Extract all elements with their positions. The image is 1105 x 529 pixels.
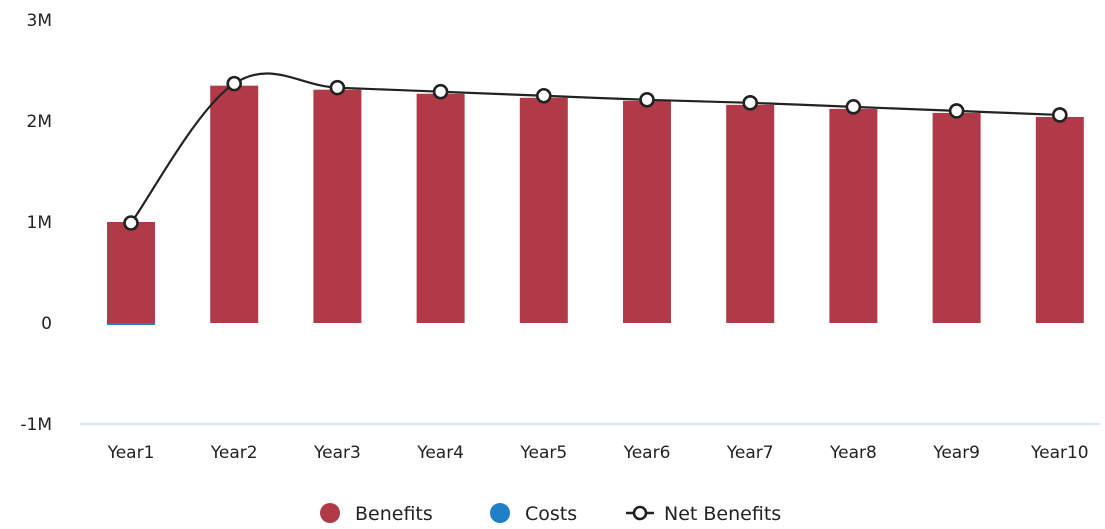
net-benefits-line xyxy=(123,72,1068,231)
benefits-bar xyxy=(210,85,259,324)
net-benefits-point xyxy=(1052,107,1068,123)
legend-swatch-icon xyxy=(320,503,340,523)
legend-item: Benefits xyxy=(320,503,433,525)
legend-label: Costs xyxy=(525,503,577,525)
x-tick-label: Year1 xyxy=(107,443,155,463)
legend-label: Benefits xyxy=(355,503,433,525)
net-benefits-point xyxy=(329,79,346,96)
net-benefits-point xyxy=(123,215,139,231)
benefits-bar xyxy=(932,112,981,323)
benefits-bar xyxy=(829,108,878,323)
y-tick-label: 1M xyxy=(27,213,52,233)
net-benefits-point xyxy=(535,87,552,104)
x-tick-label: Year2 xyxy=(210,443,258,463)
benefits-bar xyxy=(313,89,362,323)
net-benefits-path xyxy=(130,72,1060,224)
legend-marker-icon xyxy=(632,505,648,521)
x-tick-label: Year6 xyxy=(623,443,671,463)
legend-swatch-icon xyxy=(490,503,510,523)
y-tick-label: 2M xyxy=(27,112,52,132)
x-axis: Year1 Year2 Year3 Year4 Year5 Year6 Year7 Year8… xyxy=(107,443,1089,463)
x-tick-label: Year7 xyxy=(726,443,774,463)
legend-item: Costs xyxy=(490,503,577,525)
x-tick-label: Year9 xyxy=(932,443,980,463)
benefits-bar xyxy=(107,222,155,323)
benefits-bar xyxy=(726,104,775,323)
benefits-bar xyxy=(1035,116,1084,324)
x-tick-label: Year5 xyxy=(519,443,567,463)
x-tick-label: Year8 xyxy=(829,443,877,463)
net-benefits-point xyxy=(948,103,965,119)
benefits-bar xyxy=(416,93,465,323)
x-tick-label: Year10 xyxy=(1030,443,1089,463)
legend-item: Net Benefits xyxy=(626,503,781,525)
legend-label: Net Benefits xyxy=(664,503,781,525)
costs-bar xyxy=(107,323,155,325)
bars xyxy=(107,85,1084,325)
benefits-bar xyxy=(519,97,568,324)
net-benefits-point xyxy=(845,99,862,115)
net-benefits-point xyxy=(742,95,759,111)
net-benefits-point xyxy=(226,75,242,92)
y-tick-label: 3M xyxy=(27,11,52,31)
y-axis: 3M 2M 1M 0 -1M xyxy=(20,11,52,435)
benefits-bar xyxy=(623,100,671,323)
y-tick-label: 0 xyxy=(41,314,52,334)
y-tick-label: -1M xyxy=(20,415,52,435)
x-tick-label: Year4 xyxy=(416,443,464,463)
x-tick-label: Year3 xyxy=(313,443,361,463)
net-benefits-point xyxy=(432,83,449,100)
legend: Benefits Costs Net Benefits xyxy=(320,503,781,525)
net-benefits-point xyxy=(639,91,655,108)
